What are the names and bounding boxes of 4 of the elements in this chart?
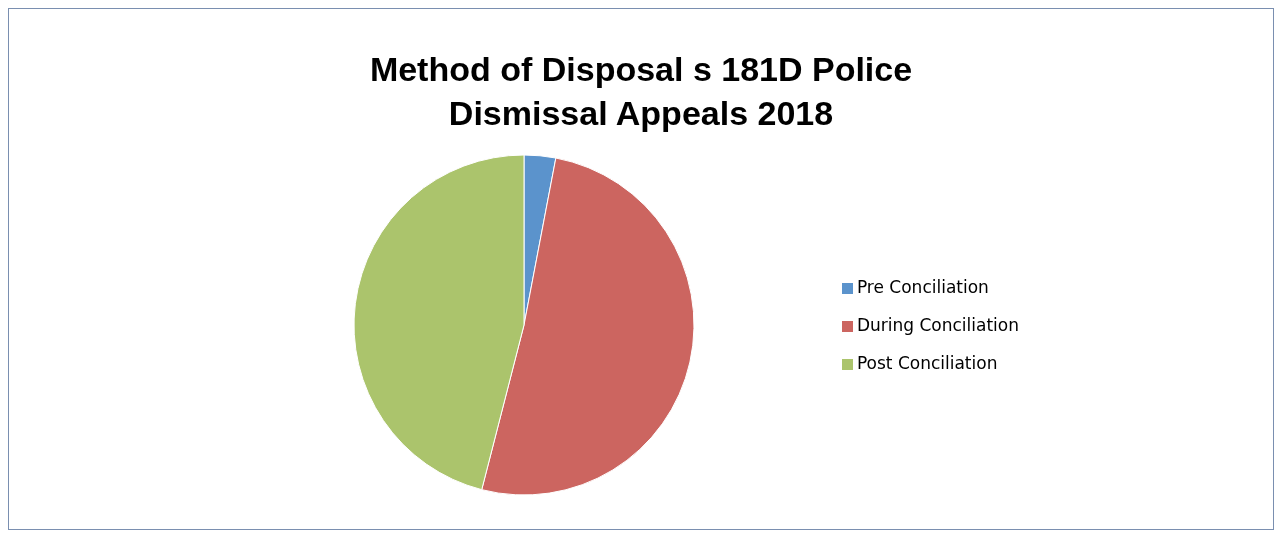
legend-label: Pre Conciliation [856,277,989,297]
chart-title: Method of Disposal s 181D Police Dismissal Appeals 2018 [368,49,914,134]
legend-label: During Conciliation [856,315,1019,335]
legend-label: Post Conciliation [856,353,998,373]
